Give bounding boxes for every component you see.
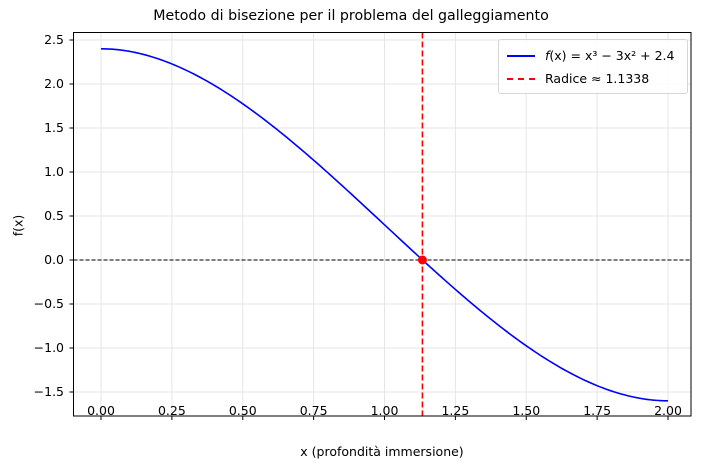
- dashed-line-swatch-icon: [507, 77, 535, 80]
- x-tick-label: 1.25: [441, 403, 470, 418]
- y-tick-label: 1.5: [44, 120, 64, 135]
- x-tick-label: 1.00: [370, 403, 399, 418]
- function-curve: [100, 48, 669, 402]
- legend: f(x) = x³ − 3x² + 2.4 Radice ≈ 1.1338: [498, 39, 688, 94]
- y-tick-label: 0.0: [44, 252, 64, 267]
- solid-line-swatch-icon: [507, 54, 535, 57]
- plot-frame: [73, 32, 692, 417]
- legend-func-prefix: f: [545, 48, 550, 63]
- chart-title: Metodo di bisezione per il problema del …: [153, 8, 549, 24]
- x-tick-label: 1.75: [583, 403, 612, 418]
- x-axis-label: x (profondità immersione): [300, 444, 464, 459]
- y-tick-label: 2.0: [44, 76, 64, 91]
- x-tick-label: 1.50: [512, 403, 541, 418]
- y-tick-label: −1.0: [33, 340, 64, 355]
- y-tick-label: −0.5: [33, 296, 64, 311]
- legend-func-rest: (x) = x³ − 3x² + 2.4: [549, 48, 675, 63]
- x-tick-label: 0.00: [87, 403, 115, 418]
- x-tick-label: 0.50: [228, 403, 257, 418]
- axis-ticks: [69, 39, 669, 420]
- y-tick-label: 1.0: [44, 164, 64, 179]
- legend-function-label: f(x) = x³ − 3x² + 2.4: [545, 48, 674, 63]
- legend-item-root: Radice ≈ 1.1338: [507, 71, 649, 86]
- x-tick-label: 2.00: [654, 403, 682, 418]
- root-point: [417, 255, 427, 265]
- x-tick-label: 0.25: [157, 403, 186, 418]
- y-tick-label: 2.5: [44, 32, 64, 47]
- x-tick-label: 0.75: [299, 403, 328, 418]
- y-tick-label: 0.5: [44, 208, 64, 223]
- y-tick-label: −1.5: [33, 384, 64, 399]
- legend-root-label: Radice ≈ 1.1338: [545, 71, 650, 86]
- legend-item-function: f(x) = x³ − 3x² + 2.4: [507, 48, 674, 63]
